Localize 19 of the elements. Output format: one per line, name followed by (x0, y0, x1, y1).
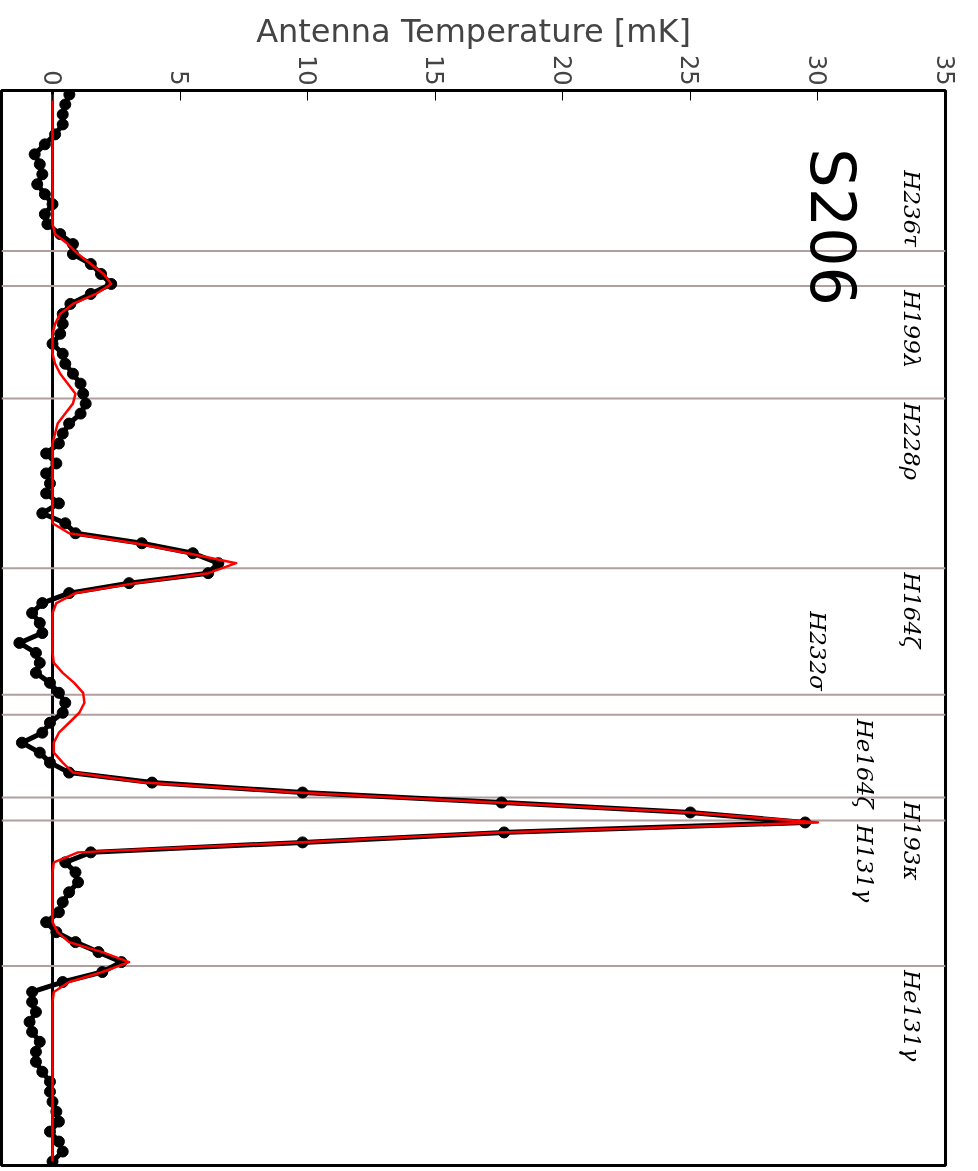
x-tick-label: 15 (420, 54, 449, 86)
x-tick-label: 20 (547, 54, 576, 86)
x-tick-label: 10 (292, 54, 321, 86)
annotation: S206 (795, 148, 869, 307)
x-tick-label: 0 (37, 70, 66, 86)
annotation: He131γ (899, 969, 926, 1062)
annotation: H236τ (899, 169, 926, 249)
x-tick-label: 25 (675, 54, 704, 86)
x-tick-label: 5 (165, 70, 194, 86)
annotation: He164ζ (852, 717, 879, 811)
annotation: H228ρ (899, 401, 926, 481)
x-axis-title: Antenna Temperature [mK] (256, 11, 691, 50)
annotation: H232σ (805, 610, 832, 693)
x-tick-label: 35 (930, 54, 959, 86)
x-tick-label: 30 (802, 54, 831, 86)
annotation: H199λ (899, 288, 926, 369)
annotation: H164ζ (899, 571, 926, 651)
annotation: H131γ (852, 823, 879, 903)
annotation: H193κ (899, 800, 926, 881)
